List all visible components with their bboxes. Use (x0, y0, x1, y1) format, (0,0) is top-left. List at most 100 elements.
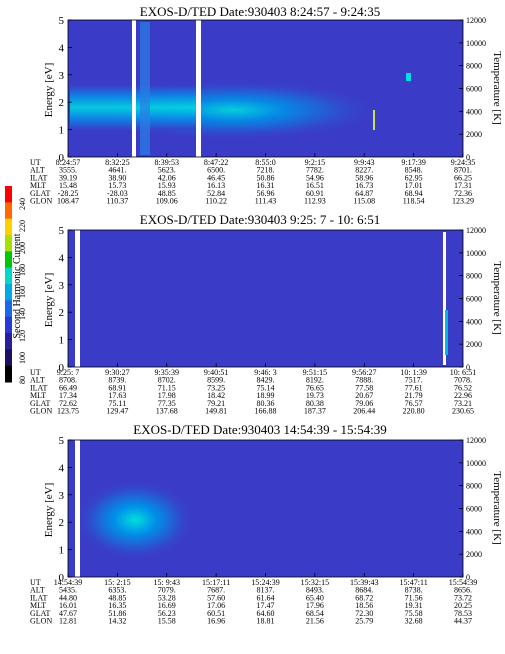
y2-tick-label: 4000 (466, 317, 482, 326)
panel-1-data-gap-2 (196, 20, 201, 157)
colorbar-label: Second Harmonic Current (12, 233, 23, 338)
panel-1-orbit-table: UTALTILATMLTGLATGLON8:24:573555.39.1915.… (30, 158, 475, 206)
table-cell: 68.94 (405, 189, 423, 198)
table-cell: 14:54:39 (54, 578, 82, 587)
table-cell: 75.11 (109, 399, 127, 408)
table-row-label: GLON (30, 197, 52, 206)
table-cell: 206.44 (353, 407, 375, 416)
table-cell: 17.01 (405, 181, 423, 190)
panel-2-plot-background (68, 230, 463, 367)
colorbar-tick: 180 (18, 264, 27, 276)
table-cell: 38.90 (108, 173, 126, 182)
table-cell: 68.91 (108, 383, 126, 392)
table-cell: 32.68 (405, 617, 423, 626)
table-cell: 18.81 (257, 617, 275, 626)
y2-tick-label: 12000 (466, 436, 486, 445)
table-cell: 72.62 (59, 399, 77, 408)
table-row-label: ILAT (30, 173, 47, 182)
table-row-label: GLAT (30, 609, 51, 618)
table-cell: 20.25 (454, 601, 472, 610)
table-cell: 110.37 (107, 197, 129, 206)
colorbar-tick: 140 (18, 308, 27, 320)
table-cell: 17.31 (454, 181, 472, 190)
table-row-label: UT (30, 578, 41, 587)
table-cell: 16.51 (306, 181, 324, 190)
table-cell: 72.30 (355, 609, 373, 618)
table-cell: 109.06 (156, 197, 178, 206)
table-cell: 8702. (158, 376, 176, 385)
y2-tick-label: 10000 (466, 249, 486, 258)
table-cell: 15:24:39 (251, 578, 279, 587)
table-cell: 7782. (306, 166, 324, 175)
table-cell: 9:17:39 (401, 158, 425, 167)
panel-3-axes: 0 1 2 3 4 5 0 2000 4000 6000 8000 10000 12000 (59, 435, 487, 584)
table-cell: 7078. (454, 376, 472, 385)
table-cell: 46.45 (207, 173, 225, 182)
table-cell: 68.54 (306, 609, 324, 618)
y-tick-label: 4 (59, 42, 65, 54)
table-cell: 25.79 (355, 617, 373, 626)
y2-tick-label: 0 (466, 363, 470, 372)
table-cell: 61.64 (257, 593, 275, 602)
y-tick-label: 0 (59, 572, 65, 584)
table-cell: 187.37 (304, 407, 326, 416)
table-cell: 75.58 (405, 609, 423, 618)
table-cell: 79.06 (355, 399, 373, 408)
table-row-label: ALT (30, 376, 45, 385)
table-cell: 22.96 (454, 391, 472, 400)
table-cell: 57.60 (207, 593, 225, 602)
y-tick-label: 1 (59, 125, 65, 137)
table-cell: 15:32:15 (301, 578, 329, 587)
table-cell: 17.96 (306, 601, 324, 610)
y-tick-label: 2 (59, 97, 65, 109)
table-cell: 17.34 (59, 391, 77, 400)
y2-tick-label: 12000 (466, 16, 486, 25)
table-cell: 15.48 (59, 181, 77, 190)
table-cell: 115.08 (353, 197, 375, 206)
y2-tick-label: 8000 (466, 272, 482, 281)
table-cell: 9:25: 7 (57, 368, 79, 377)
table-cell: 15.93 (158, 181, 176, 190)
table-cell: 48.85 (158, 189, 176, 198)
table-cell: 118.54 (403, 197, 425, 206)
panel-3-y2label: Temperature [K] (491, 471, 503, 544)
table-cell: 77.61 (405, 383, 423, 392)
table-cell: 15:17:11 (202, 578, 230, 587)
table-cell: 7079. (158, 586, 176, 595)
colorbar-step (5, 349, 12, 367)
table-cell: 8599. (207, 376, 225, 385)
y2-tick-label: 10000 (466, 459, 486, 468)
table-cell: 80.38 (306, 399, 324, 408)
table-cell: 73.72 (454, 593, 472, 602)
colorbar: 240 220 200 180 160 140 120 100 80 Second Harmon… (5, 186, 27, 384)
table-cell: 8227. (355, 166, 373, 175)
table-cell: 21.79 (405, 391, 423, 400)
y2-tick-label: 12000 (466, 226, 486, 235)
y2-tick-label: 2000 (466, 130, 482, 139)
y-tick-label: 2 (59, 517, 65, 529)
colorbar-tick: 100 (18, 352, 27, 364)
panel-1: EXOS-D/TED Date:930403 8:24:57 - 9:24:35… (30, 4, 503, 206)
panel-3: EXOS-D/TED Date:930403 14:54:39 - 15:54:… (30, 422, 503, 626)
table-cell: 7687. (207, 586, 225, 595)
colorbar-tick: 240 (18, 198, 27, 210)
table-cell: 5623. (158, 166, 176, 175)
table-row-label: GLAT (30, 399, 51, 408)
colorbar-tick: 220 (18, 220, 27, 232)
table-cell: 42.06 (158, 173, 176, 182)
table-cell: 8429. (257, 376, 275, 385)
table-cell: 8656. (454, 586, 472, 595)
table-cell: 62.95 (405, 173, 423, 182)
table-cell: 15: 2:15 (104, 578, 130, 587)
table-cell: 18.99 (257, 391, 275, 400)
table-cell: 17.47 (257, 601, 275, 610)
table-cell: 149.81 (205, 407, 227, 416)
table-cell: 8708. (59, 376, 77, 385)
table-cell: 15:54:39 (449, 578, 477, 587)
colorbar-step (5, 235, 12, 252)
y-tick-label: 4 (59, 252, 65, 264)
table-cell: 230.65 (452, 407, 474, 416)
table-cell: 129.47 (106, 407, 128, 416)
